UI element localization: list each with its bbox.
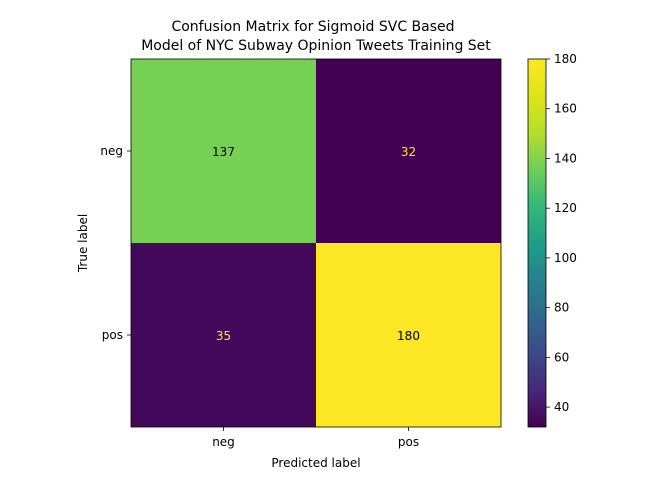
colorbar-tick-label: 140 [554, 151, 577, 165]
chart-title-line-2: Model of NYC Subway Opinion Tweets Train… [141, 38, 491, 54]
colorbar-tick-label: 160 [554, 102, 577, 116]
colorbar-tick-label: 80 [554, 301, 569, 315]
heatmap-cell-pos-pos [316, 243, 501, 427]
x-tick-label: pos [398, 435, 419, 449]
x-axis-label: Predicted label [271, 456, 360, 470]
colorbar-tick-label: 40 [554, 400, 569, 414]
y-axis-label: True label [76, 214, 90, 273]
cell-value-label: 180 [397, 329, 420, 343]
heatmap-cells: 137 32 35 180 [131, 59, 501, 427]
cell-value-label: 32 [401, 145, 416, 159]
heatmap-axes: neg pos neg pos [100, 58, 502, 449]
x-tick-label: neg [212, 435, 235, 449]
colorbar-tick-label: 180 [554, 52, 577, 66]
y-tick-label: pos [102, 328, 123, 342]
heatmap-cell-pos-neg [131, 243, 316, 427]
chart-title-line-1: Confusion Matrix for Sigmoid SVC Based [171, 19, 454, 35]
cell-value-label: 35 [216, 329, 231, 343]
colorbar: 40 60 80 100 120 140 160 180 [527, 52, 577, 428]
cell-value-label: 137 [212, 145, 235, 159]
colorbar-tick-label: 100 [554, 251, 577, 265]
heatmap-cell-neg-neg [131, 59, 316, 243]
colorbar-gradient [527, 58, 547, 428]
plot-frame [130, 58, 502, 428]
heatmap-cell-neg-pos [316, 59, 501, 243]
colorbar-tick-label: 60 [554, 350, 569, 364]
y-tick-label: neg [100, 144, 123, 158]
colorbar-tick-label: 120 [554, 201, 577, 215]
